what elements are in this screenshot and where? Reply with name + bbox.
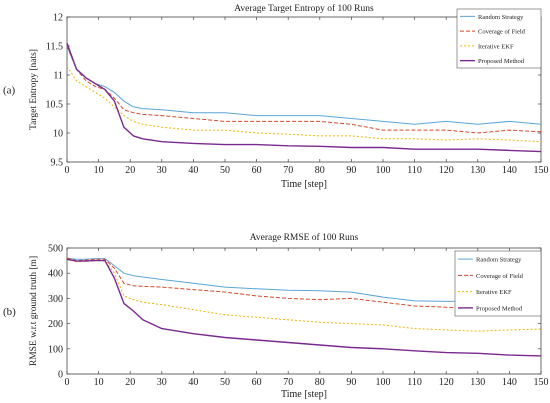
legend-label: Proposed Method bbox=[476, 305, 523, 312]
legend-label: Proposed Method bbox=[478, 58, 525, 65]
x-tick-label: 50 bbox=[220, 165, 230, 176]
y-tick-label: 11 bbox=[53, 71, 63, 82]
x-tick-label: 60 bbox=[252, 377, 262, 388]
x-tick-label: 90 bbox=[346, 165, 356, 176]
y-tick-label: 10 bbox=[53, 129, 63, 140]
chart-panel-1: Average Target Entropy of 100 Runs 0 10 20 3… bbox=[3, 3, 549, 190]
y-tick-label: 11.5 bbox=[46, 42, 63, 53]
legend: Random Strategy Coverage of Field Iterativ… bbox=[454, 250, 542, 317]
x-tick-label: 110 bbox=[407, 165, 422, 176]
legend-label: Random Strategy bbox=[476, 257, 522, 264]
y-axis-label: Target Entropy [nats] bbox=[29, 49, 39, 130]
x-tick-label: 140 bbox=[502, 377, 517, 388]
x-tick-label: 50 bbox=[220, 377, 230, 388]
y-tick-label: 9.5 bbox=[51, 158, 64, 169]
series-line-random-strategy bbox=[66, 257, 542, 302]
x-tick-label: 150 bbox=[534, 377, 549, 388]
y-tick-label: 500 bbox=[48, 244, 63, 255]
y-tick-label: 400 bbox=[48, 269, 63, 280]
x-tick-label: 0 bbox=[65, 165, 70, 176]
x-tick-label: 140 bbox=[502, 165, 517, 176]
x-tick-label: 20 bbox=[125, 165, 135, 176]
legend-label: Coverage of Field bbox=[478, 29, 526, 36]
x-axis-label: Time [step] bbox=[281, 389, 327, 400]
series-line-iterative-ekf bbox=[66, 66, 542, 143]
legend: Random Strategy Coverage of Field Iterativ… bbox=[456, 8, 542, 69]
y-tick-label: 12 bbox=[53, 13, 63, 24]
chart-title: Average RMSE of 100 Runs bbox=[250, 232, 359, 243]
x-tick-label: 100 bbox=[376, 165, 391, 176]
x-tick-label: 20 bbox=[125, 377, 135, 388]
panel-label: (a) bbox=[3, 85, 16, 97]
y-tick-label: 0 bbox=[58, 370, 63, 381]
y-tick-label: 10.5 bbox=[46, 100, 64, 111]
x-tick-label: 130 bbox=[470, 377, 485, 388]
series-line-proposed-method bbox=[66, 42, 542, 153]
x-tick-label: 80 bbox=[315, 377, 325, 388]
x-tick-label: 10 bbox=[94, 377, 104, 388]
legend-box bbox=[454, 250, 542, 317]
x-tick-label: 130 bbox=[470, 165, 485, 176]
y-tick-label: 100 bbox=[48, 344, 63, 355]
chart-panel-2: Average RMSE of 100 Runs 0 10 20 30 40 50 60 70 8… bbox=[3, 232, 549, 400]
x-tick-label: 120 bbox=[439, 165, 454, 176]
x-tick-label: 120 bbox=[439, 377, 454, 388]
x-tick-label: 0 bbox=[65, 377, 70, 388]
x-tick-label: 40 bbox=[188, 377, 198, 388]
series-line-coverage-of-field bbox=[66, 45, 542, 134]
x-tick-label: 60 bbox=[252, 165, 262, 176]
y-axis-label: RMSE w.r.t ground truth [m] bbox=[29, 256, 39, 366]
x-tick-label: 150 bbox=[534, 165, 549, 176]
legend-label: Coverage of Field bbox=[476, 273, 524, 280]
legend-label: Iterative EKF bbox=[478, 43, 514, 50]
x-tick-label: 30 bbox=[157, 165, 167, 176]
legend-label: Iterative EKF bbox=[476, 289, 512, 296]
chart-title: Average Target Entropy of 100 Runs bbox=[234, 3, 374, 14]
x-tick-label: 100 bbox=[376, 377, 391, 388]
x-tick-label: 30 bbox=[157, 377, 167, 388]
series-line-coverage-of-field bbox=[66, 257, 542, 311]
x-tick-label: 10 bbox=[94, 165, 104, 176]
x-tick-label: 90 bbox=[346, 377, 356, 388]
legend-label: Random Strategy bbox=[478, 14, 524, 21]
series-line-proposed-method bbox=[66, 258, 542, 357]
y-tick-label: 200 bbox=[48, 319, 63, 330]
y-tick-label: 300 bbox=[48, 294, 63, 305]
x-tick-label: 70 bbox=[283, 377, 293, 388]
panel-label: (b) bbox=[3, 306, 16, 318]
x-tick-label: 40 bbox=[188, 165, 198, 176]
x-axis-label: Time [step] bbox=[281, 179, 327, 190]
series-line-random-strategy bbox=[66, 45, 542, 125]
x-tick-label: 110 bbox=[407, 377, 422, 388]
plot-frame bbox=[66, 16, 542, 163]
x-tick-label: 70 bbox=[283, 165, 293, 176]
x-tick-label: 80 bbox=[315, 165, 325, 176]
legend-box bbox=[456, 8, 542, 69]
